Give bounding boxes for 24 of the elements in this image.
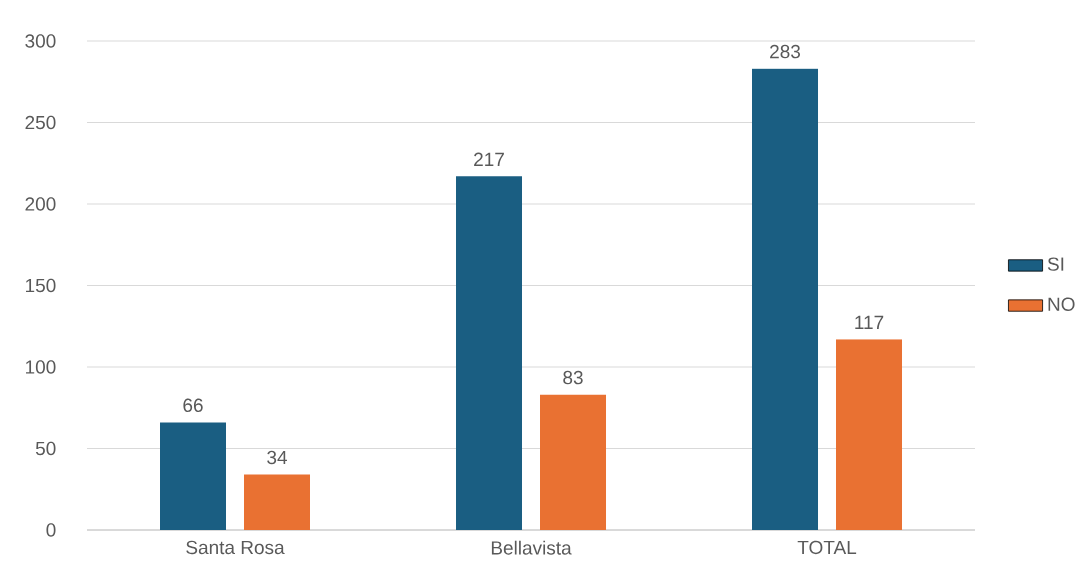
data-label: 66 (183, 398, 203, 413)
y-tick-label: 250 (25, 115, 56, 130)
y-tick-label: 50 (35, 441, 56, 456)
y-tick-label: 100 (26, 360, 56, 374)
bar (160, 422, 226, 530)
data-label: 83 (563, 370, 583, 385)
y-tick-label: 200 (25, 197, 56, 211)
x-tick-label: TOTAL (797, 540, 857, 555)
legend-label: SI (1047, 257, 1064, 271)
bar (752, 68, 819, 530)
bar (836, 339, 903, 530)
data-label: 283 (770, 44, 801, 59)
x-tick-label: Bellavista (491, 540, 572, 555)
bar (244, 474, 310, 530)
x-tick-label: Santa Rosa (186, 540, 285, 555)
y-tick-label: 300 (25, 34, 56, 48)
data-label: 117 (855, 315, 884, 329)
data-label: 217 (474, 152, 504, 166)
y-tick-label: 0 (46, 523, 56, 537)
legend-label: NO (1048, 297, 1075, 311)
bar (540, 394, 607, 530)
data-label: 34 (267, 450, 288, 465)
y-tick-label: 150 (26, 278, 56, 293)
bar (456, 176, 522, 530)
